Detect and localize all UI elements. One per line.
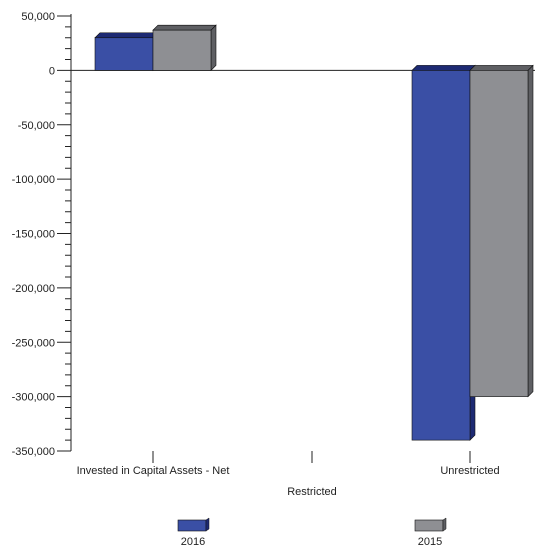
bar-top-face [94,32,159,39]
x-tick-label: Unrestricted [440,465,499,477]
y-tick-label: -250,000 [12,337,55,349]
y-tick-label: 0 [49,65,55,77]
y-tick-label: -200,000 [12,283,55,295]
legend-swatch [177,519,207,532]
bar-top-face [469,65,534,71]
y-tick-label: -350,000 [12,446,55,458]
bar-side-face [527,64,534,398]
y-tick-label: -300,000 [12,392,55,404]
legend-swatch-side [442,517,447,532]
legend-swatch [414,519,444,532]
bar [94,37,154,71]
x-tick-label: Invested in Capital Assets - Net [77,465,230,477]
legend-label: 2015 [418,536,442,548]
legend-swatch-side [205,517,210,532]
y-tick-label: -100,000 [12,174,55,186]
y-tick-label: -150,000 [12,229,55,241]
bar [469,70,529,397]
x-tick-label: Restricted [287,486,337,498]
bar [411,70,471,441]
bar [152,29,212,71]
legend-label: 2016 [181,536,205,548]
bar-top-face [411,65,476,71]
bar-top-face [152,24,217,31]
y-tick-label: 50,000 [21,11,55,23]
bar-side-face [210,24,217,72]
y-tick-label: -50,000 [18,120,55,132]
